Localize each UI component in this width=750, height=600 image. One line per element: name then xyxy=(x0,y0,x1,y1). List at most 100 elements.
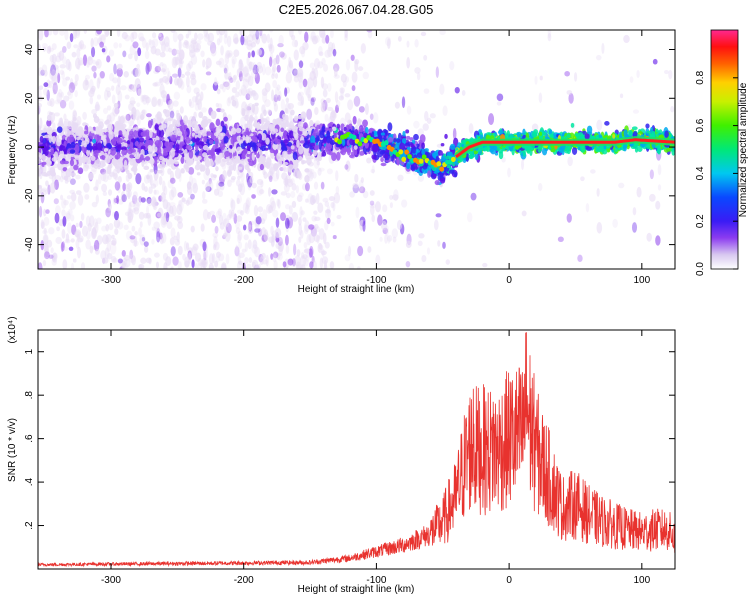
spectrogram-cell xyxy=(385,225,389,237)
spectrogram-cell xyxy=(202,198,208,204)
spectrogram-cell xyxy=(272,64,277,73)
spectrogram-cell xyxy=(50,247,54,254)
spectrogram-cell xyxy=(494,152,499,156)
spectrogram-cell xyxy=(116,67,123,78)
spectrogram-cell xyxy=(42,87,49,96)
spectrogram-cell xyxy=(230,176,236,181)
spectrogram-cell xyxy=(99,41,104,48)
spectrogram-cell xyxy=(188,252,192,264)
spectrogram-cell xyxy=(498,150,504,154)
spectrogram-cell xyxy=(261,88,268,96)
spectrogram-cell xyxy=(322,232,327,245)
spectrogram-cell xyxy=(149,174,153,186)
spectrogram-cell xyxy=(134,198,142,207)
spectrogram-cell xyxy=(56,226,61,232)
spectrogram-cell xyxy=(277,199,281,209)
spectrogram-cell xyxy=(262,169,266,176)
spectrogram-cell xyxy=(164,36,170,48)
spectrogram-cell xyxy=(259,188,265,195)
spectrogram-cell xyxy=(437,240,441,247)
spectrogram-cell xyxy=(249,116,255,121)
spectrogram-cell xyxy=(124,211,130,217)
spectrogram-cell xyxy=(241,248,247,253)
spectrogram-cell xyxy=(113,218,121,229)
spectrogram-cell xyxy=(78,235,84,243)
spectrogram-cell xyxy=(290,145,295,150)
spectrogram-cell xyxy=(244,204,250,215)
spectrogram-cell xyxy=(45,188,49,195)
spectrogram-cell xyxy=(134,67,141,77)
spectrogram-cell xyxy=(72,123,79,127)
spectrogram-cell xyxy=(153,221,160,230)
spectrogram-cell xyxy=(281,146,288,153)
spectrogram-cell xyxy=(244,35,248,43)
spectrogram-cell xyxy=(290,190,296,199)
spectrogram-cell xyxy=(657,184,662,191)
spectrogram-cell xyxy=(449,61,455,71)
spectrogram-cell xyxy=(198,111,204,119)
spectrogram-cell xyxy=(243,234,249,241)
spectrogram-cell xyxy=(73,44,79,49)
spectrogram-cell xyxy=(82,54,88,66)
spectrogram-cell xyxy=(231,95,235,101)
spectrogram-cell xyxy=(86,55,94,66)
spectrogram-cell xyxy=(257,263,261,269)
spectrogram-cell xyxy=(299,206,303,218)
spectrogram-cell xyxy=(406,135,411,140)
spectrogram-cell xyxy=(185,199,190,206)
spectrogram-cell xyxy=(93,71,97,79)
spectrogram-cell xyxy=(186,75,190,88)
spectrogram-cell xyxy=(249,30,256,39)
spectrogram-cell xyxy=(158,78,163,83)
spectrogram-cell xyxy=(251,261,256,269)
spectrogram-cell xyxy=(433,219,439,231)
spectrogram-cell xyxy=(77,57,84,66)
spectrogram-cell xyxy=(202,119,209,128)
spectrogram-cell xyxy=(317,202,324,214)
spectrogram-cell xyxy=(406,105,412,115)
spectrogram-cell xyxy=(273,57,278,65)
spectrogram-cell xyxy=(289,30,294,38)
spectrogram-cell xyxy=(214,260,219,268)
spectrogram-cell xyxy=(272,251,279,259)
spectrogram-cell xyxy=(360,43,366,54)
spectrogram-cell xyxy=(358,186,366,194)
spectrogram-cell xyxy=(144,156,151,162)
spectrogram-cell xyxy=(154,252,160,258)
spectrogram-cell xyxy=(190,246,198,256)
spectrogram-cell xyxy=(329,110,336,122)
spectrogram-cell xyxy=(387,122,393,132)
spectrogram-cell xyxy=(507,167,511,178)
spectrogram-cell xyxy=(46,126,53,132)
spectrogram-cell xyxy=(396,219,403,230)
spectrogram-cell xyxy=(315,193,320,205)
spectrogram-cell xyxy=(254,216,261,229)
spectrogram-cell xyxy=(60,194,64,201)
spectrogram-cell xyxy=(187,250,193,260)
spectrogram-cell xyxy=(211,253,216,264)
spectrogram-cell xyxy=(292,68,298,76)
spectrogram-cell xyxy=(220,108,225,113)
spectrogram-cell xyxy=(43,216,50,227)
spectrogram-cell xyxy=(73,30,78,40)
spectrogram-cell xyxy=(273,103,278,112)
spectrogram-cell xyxy=(237,253,241,265)
spectrogram-cell xyxy=(243,65,250,77)
spectrogram-cell xyxy=(248,220,253,232)
spectrogram-cell xyxy=(65,233,70,243)
spectrogram-cell xyxy=(209,180,214,192)
spectrogram-cell xyxy=(91,108,98,115)
spectrogram-cell xyxy=(156,117,162,125)
spectrogram-cell xyxy=(185,33,190,39)
spectrogram-cell xyxy=(171,48,178,56)
spectrogram-cell xyxy=(61,70,65,80)
spectrogram-cell xyxy=(202,249,209,260)
spectrogram-cell xyxy=(209,210,215,215)
spectrogram-cell xyxy=(345,160,351,172)
spectrogram-cell xyxy=(344,254,351,262)
spectrogram-cell xyxy=(435,66,439,78)
spectrogram-cell xyxy=(170,246,176,257)
spectrogram-cell xyxy=(516,131,522,138)
spectrogram-cell xyxy=(215,166,219,172)
spectrogram-cell xyxy=(136,102,141,108)
